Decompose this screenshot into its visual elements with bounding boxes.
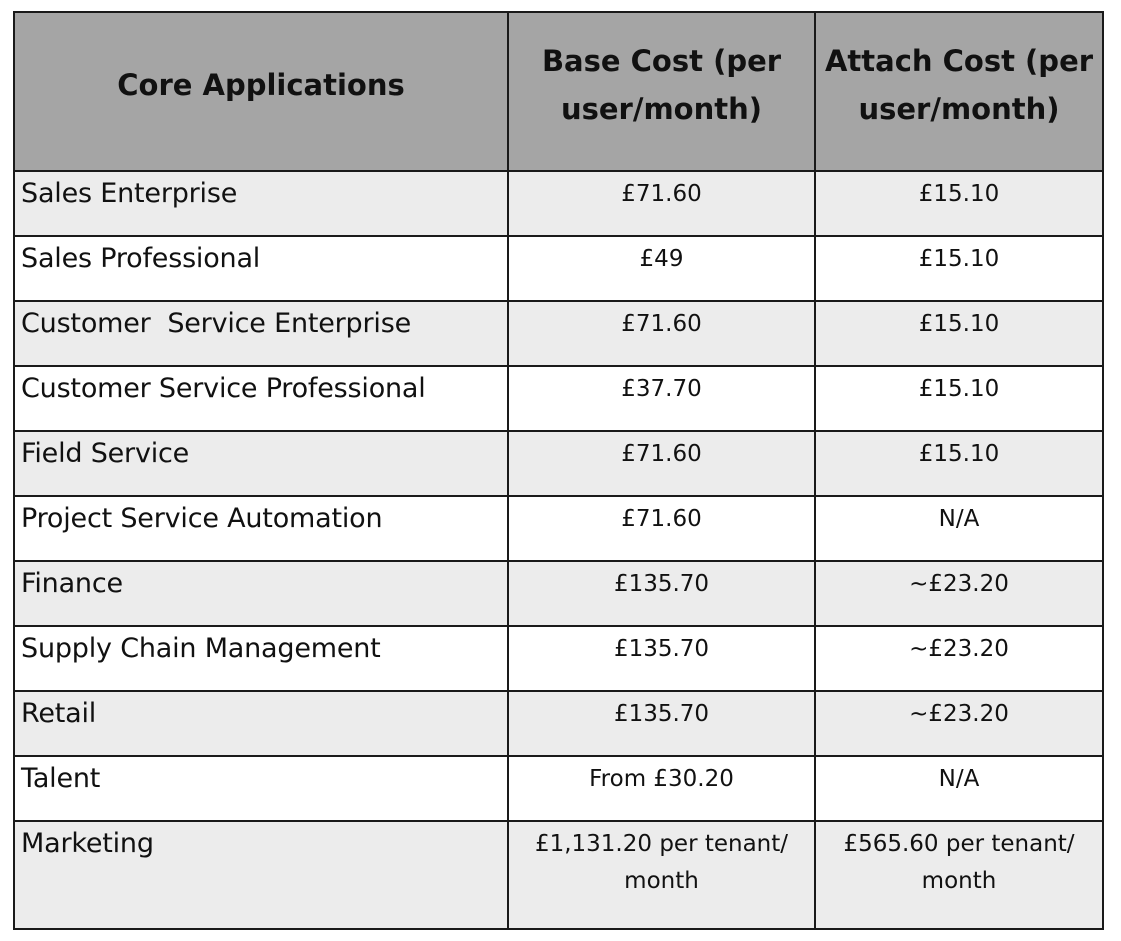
base-cost-cell: From £30.20 (507, 755, 816, 822)
app-name-cell: Sales Professional (13, 235, 509, 302)
base-cost-cell: £1,131.20 per tenant/ month (507, 820, 816, 930)
app-name-cell: Retail (13, 690, 509, 757)
table-row: Project Service Automation £71.60 N/A (13, 495, 1104, 562)
attach-cost-cell: £15.10 (814, 170, 1104, 237)
app-name-cell: Customer Service Enterprise (13, 300, 509, 367)
base-cost-cell: £71.60 (507, 495, 816, 562)
base-cost-cell: £71.60 (507, 430, 816, 497)
table-row: Talent From £30.20 N/A (13, 755, 1104, 822)
table-row: Supply Chain Management £135.70 ~£23.20 (13, 625, 1104, 692)
base-cost-cell: £37.70 (507, 365, 816, 432)
table-row: Sales Enterprise £71.60 £15.10 (13, 170, 1104, 237)
app-name-cell: Talent (13, 755, 509, 822)
table-row: Sales Professional £49 £15.10 (13, 235, 1104, 302)
attach-cost-cell: £15.10 (814, 235, 1104, 302)
attach-cost-cell: N/A (814, 755, 1104, 822)
base-cost-cell: £135.70 (507, 625, 816, 692)
app-name-cell: Sales Enterprise (13, 170, 509, 237)
app-name-cell: Project Service Automation (13, 495, 509, 562)
app-name-cell: Finance (13, 560, 509, 627)
base-cost-cell: £135.70 (507, 690, 816, 757)
attach-cost-cell: ~£23.20 (814, 625, 1104, 692)
app-name-cell: Supply Chain Management (13, 625, 509, 692)
attach-cost-cell: ~£23.20 (814, 560, 1104, 627)
base-cost-cell: £135.70 (507, 560, 816, 627)
header-base-cost: Base Cost (per user/month) (507, 11, 816, 172)
header-attach-cost: Attach Cost (per user/month) (814, 11, 1104, 172)
table-row: Finance £135.70 ~£23.20 (13, 560, 1104, 627)
table-row: Customer Service Enterprise £71.60 £15.1… (13, 300, 1104, 367)
app-name-cell: Customer Service Professional (13, 365, 509, 432)
attach-cost-cell: £565.60 per tenant/ month (814, 820, 1104, 930)
header-row: Core Applications Base Cost (per user/mo… (13, 11, 1104, 172)
attach-cost-cell: £15.10 (814, 300, 1104, 367)
app-name-cell: Field Service (13, 430, 509, 497)
attach-cost-cell: ~£23.20 (814, 690, 1104, 757)
table-row: Field Service £71.60 £15.10 (13, 430, 1104, 497)
header-core-applications: Core Applications (13, 11, 509, 172)
table-row: Retail £135.70 ~£23.20 (13, 690, 1104, 757)
table-row: Customer Service Professional £37.70 £15… (13, 365, 1104, 432)
attach-cost-cell: £15.10 (814, 365, 1104, 432)
pricing-table: Core Applications Base Cost (per user/mo… (13, 11, 1104, 930)
attach-cost-cell: £15.10 (814, 430, 1104, 497)
table-row: Marketing £1,131.20 per tenant/ month £5… (13, 820, 1104, 930)
base-cost-cell: £71.60 (507, 170, 816, 237)
app-name-cell: Marketing (13, 820, 509, 930)
base-cost-cell: £49 (507, 235, 816, 302)
attach-cost-cell: N/A (814, 495, 1104, 562)
base-cost-cell: £71.60 (507, 300, 816, 367)
